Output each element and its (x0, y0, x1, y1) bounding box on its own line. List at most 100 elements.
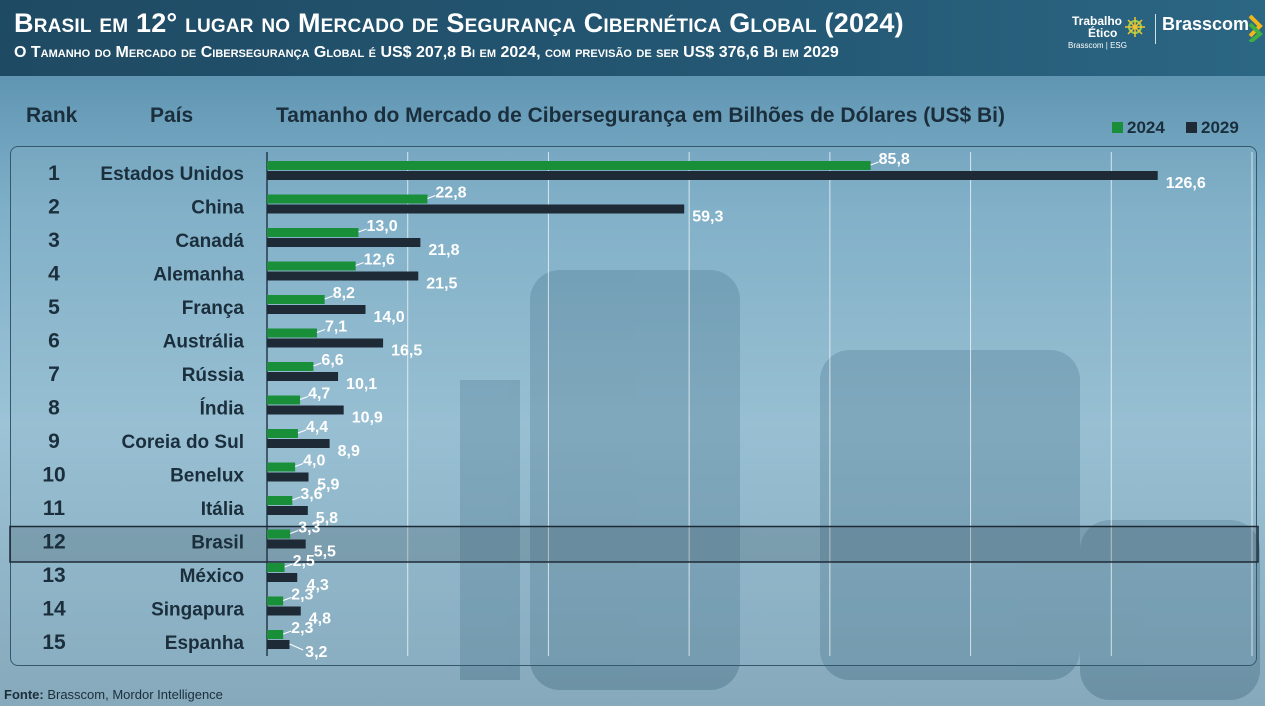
legend-swatch-2029 (1186, 121, 1197, 133)
sprout-icon (1125, 17, 1145, 37)
value-label-2024: 8,2 (333, 285, 355, 302)
country-label: Índia (200, 397, 245, 419)
leader-line-2024 (316, 329, 326, 333)
bar-2024 (267, 429, 298, 438)
value-label-2024: 4,0 (303, 453, 325, 470)
leader-line-2024 (283, 597, 292, 601)
bar-2029 (267, 539, 306, 549)
value-label-2029: 16,5 (391, 343, 422, 360)
leader-line-2024 (355, 262, 364, 266)
header-bar: Brasil em 12° lugar no Mercado de Segura… (0, 0, 1265, 76)
brasscom-arrow-icon (1248, 14, 1263, 42)
value-label-2029: 21,8 (428, 242, 459, 259)
bar-2029 (267, 271, 419, 281)
rank-label: 12 (42, 530, 65, 553)
value-label-2024: 12,6 (364, 252, 395, 269)
value-label-2029: 4,3 (307, 577, 329, 594)
rank-label: 14 (42, 597, 66, 620)
value-label-2029: 59,3 (692, 209, 723, 226)
country-label: Benelux (170, 465, 244, 486)
bar-2024 (267, 462, 296, 472)
value-label-2024: 2,5 (293, 553, 315, 570)
value-label-2024: 3,6 (300, 486, 322, 503)
rank-label: 3 (48, 229, 60, 252)
value-label-2029: 5,9 (317, 477, 339, 494)
bar-2029 (267, 573, 298, 582)
bar-2029 (267, 405, 344, 415)
bar-2024 (267, 362, 314, 371)
bar-2029 (267, 204, 685, 214)
legend-swatch-2024 (1112, 121, 1123, 133)
rank-label: 1 (48, 162, 60, 185)
bar-2024 (267, 496, 293, 505)
leader-line-2024 (870, 161, 879, 166)
bar-2024 (267, 161, 871, 170)
leader-line-2024 (284, 563, 293, 568)
legend-label-2024: 2024 (1127, 118, 1165, 137)
bar-2029 (267, 506, 308, 515)
bar-2029 (267, 472, 309, 482)
country-header: País (150, 104, 194, 127)
leader-line-2024 (294, 463, 304, 467)
page-subtitle: O Tamanho do Mercado de Cibersegurança G… (14, 44, 839, 61)
leader-line-2024 (283, 630, 292, 635)
rank-label: 6 (48, 329, 60, 352)
logo-line-3: Brasscom | ESG (1068, 41, 1127, 50)
rank-header: Rank (26, 104, 78, 127)
value-label-2024: 6,6 (321, 352, 343, 369)
legend-label-2029: 2029 (1201, 118, 1239, 137)
logo-divider (1155, 14, 1156, 44)
value-label-2024: 2,3 (291, 620, 313, 637)
value-label-2024: 3,3 (298, 520, 320, 537)
country-label: Rússia (182, 365, 245, 386)
country-label: China (191, 197, 244, 218)
chart-title: Tamanho do Mercado de Cibersegurança em … (276, 104, 1005, 127)
bar-2029 (267, 238, 421, 247)
leader-line-2029 (289, 643, 304, 651)
rank-label: 11 (43, 497, 66, 520)
value-label-2029: 5,8 (316, 510, 338, 527)
country-label: Estados Unidos (100, 164, 244, 185)
leader-line-2024 (292, 496, 301, 501)
leader-line-2024 (290, 530, 299, 534)
legend-2029: 2029 (1186, 118, 1239, 138)
value-label-2024: 22,8 (435, 185, 466, 202)
value-label-2024: 4,4 (306, 419, 328, 436)
bar-2024 (267, 228, 359, 237)
brasscom-logo-text: Brasscom (1162, 14, 1250, 34)
logo-line-2: Ético (1088, 26, 1118, 40)
bar-2024 (267, 194, 428, 204)
value-label-2029: 5,5 (314, 544, 336, 561)
trabalho-etico-logo: Trabalho Ético Brasscom | ESG (1068, 12, 1148, 52)
legend-2024: 2024 (1112, 118, 1165, 138)
value-label-2029: 8,9 (338, 443, 360, 460)
chart-panel (10, 146, 1257, 666)
country-label: Brasil (191, 532, 244, 553)
value-label-2029: 126,6 (1166, 175, 1206, 192)
bar-2024 (267, 596, 284, 606)
bar-2024 (267, 395, 301, 405)
bar-2024 (267, 328, 317, 338)
rank-label: 7 (48, 363, 60, 386)
value-label-2024: 85,8 (879, 151, 910, 168)
bar-2029 (267, 606, 301, 616)
value-label-2024: 7,1 (325, 319, 347, 336)
country-label: Espanha (165, 633, 245, 654)
country-label: Alemanha (153, 264, 244, 285)
bar-2024 (267, 630, 284, 639)
value-label-2029: 21,5 (426, 276, 457, 293)
country-label: Itália (201, 499, 245, 520)
country-label: México (180, 566, 244, 587)
highlight-row-box (9, 525, 1259, 563)
bar-2024 (267, 295, 325, 304)
page-title: Brasil em 12° lugar no Mercado de Segura… (14, 8, 904, 38)
brasscom-logo: Brasscom (1162, 14, 1263, 42)
leader-line-2024 (297, 429, 307, 434)
source-footer: Fonte: Brasscom, Mordor Intelligence (4, 687, 223, 702)
logo-line-1: Trabalho (1072, 14, 1123, 28)
bar-2029 (267, 338, 384, 348)
source-text: Brasscom, Mordor Intelligence (43, 687, 223, 702)
rank-label: 13 (42, 564, 65, 587)
value-label-2029: 14,0 (374, 309, 405, 326)
